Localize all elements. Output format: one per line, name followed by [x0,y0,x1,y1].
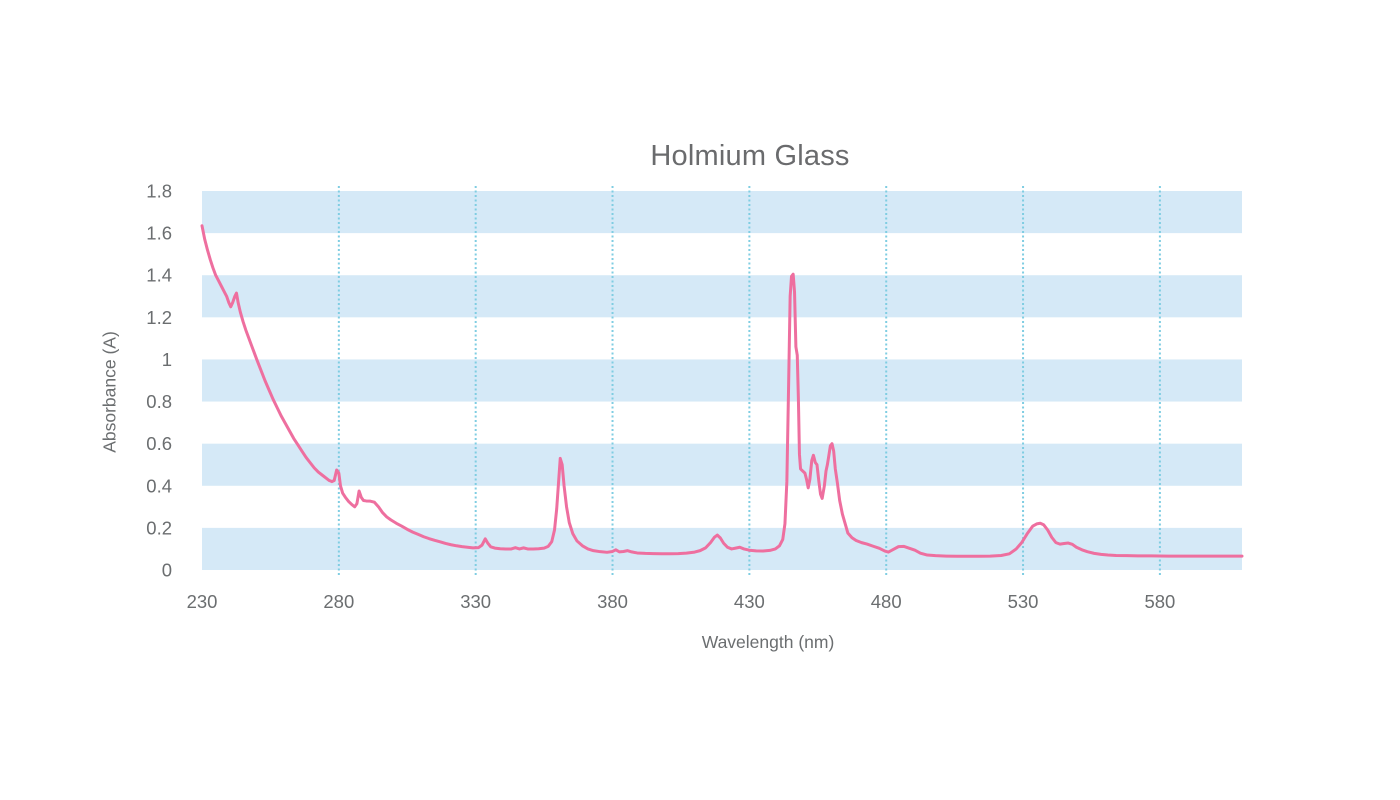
x-tick-label: 580 [1144,591,1175,612]
x-tick-label: 480 [871,591,902,612]
x-axis-label: Wavelength (nm) [701,632,835,652]
x-tick-label: 330 [460,591,491,612]
x-tick-label: 280 [323,591,354,612]
y-tick-label: 0.6 [146,433,172,454]
series-line [200,224,1244,558]
chart-title: Holmium Glass [650,140,850,172]
y-tick-label: 1.2 [146,307,172,328]
y-tick-label: 0.4 [146,475,172,496]
x-tick-label: 230 [187,591,218,612]
plot-band [202,275,1242,318]
x-tick-label: 530 [1008,591,1039,612]
y-tick-label: 0.2 [146,517,172,538]
y-tick-label: 1.4 [146,265,172,286]
y-tick-label: 1.6 [146,223,172,244]
plot-band [202,191,1242,234]
plot-band [202,359,1242,402]
x-tick-label: 380 [597,591,628,612]
x-tick-label: 430 [734,591,765,612]
plot-band [202,443,1242,486]
y-tick-label: 0.8 [146,391,172,412]
y-tick-label: 1 [162,349,172,370]
y-tick-label: 1.8 [146,181,172,202]
plot-band [202,527,1242,570]
y-tick-label: 0 [162,560,172,581]
